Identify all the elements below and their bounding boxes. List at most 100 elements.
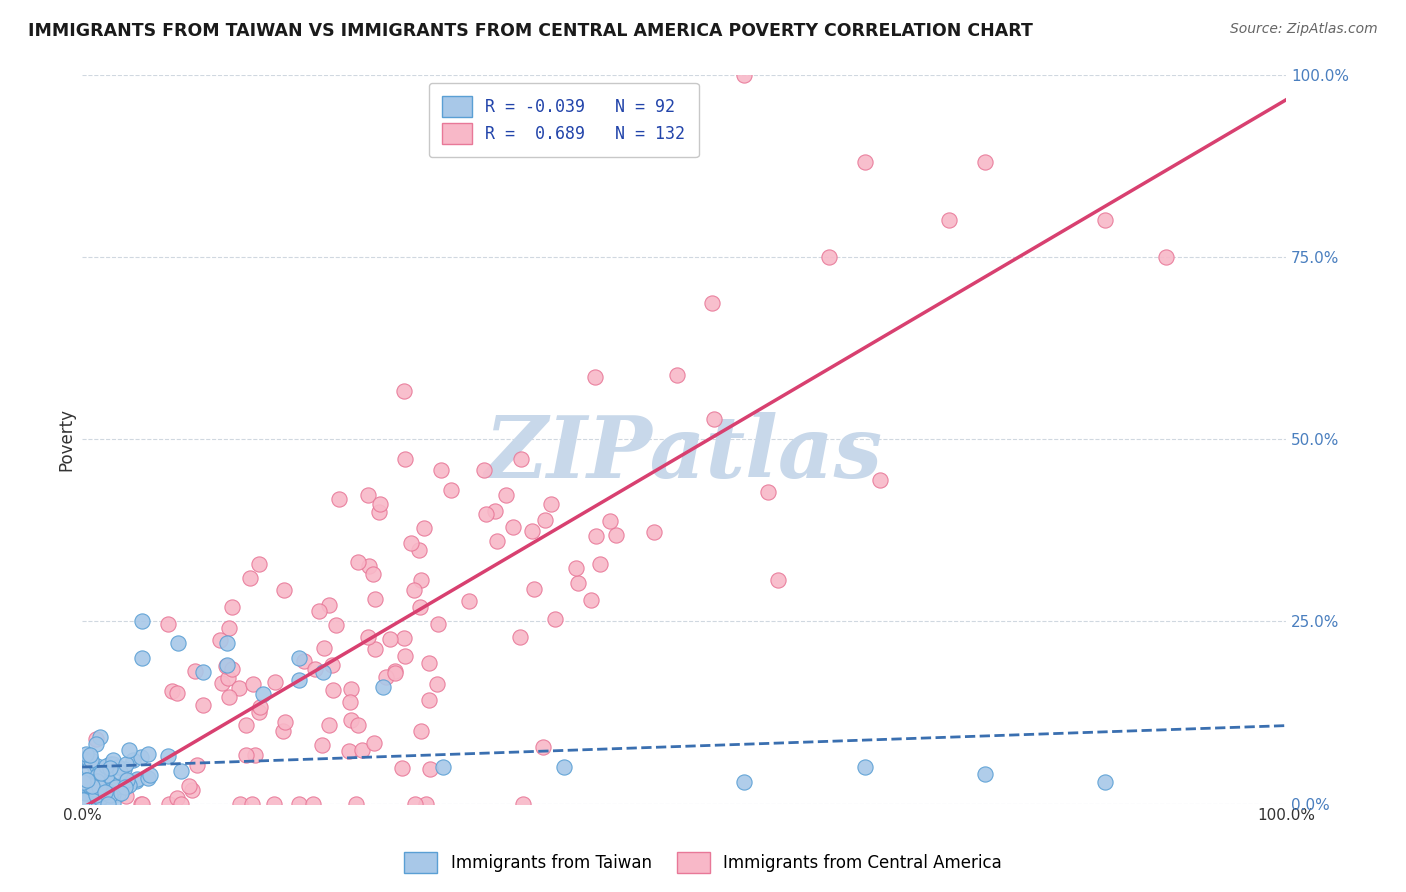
Point: [184, 664, 207, 678]
Point: [77, 777, 100, 791]
Point: [364, 642, 387, 657]
Point: [252, 687, 274, 701]
Point: [346, 718, 368, 732]
Point: [368, 497, 391, 511]
Point: [665, 368, 688, 383]
Point: [247, 706, 270, 720]
Point: [522, 524, 544, 539]
Point: [304, 663, 326, 677]
Point: [80, 779, 103, 793]
Point: [121, 753, 143, 767]
Point: [108, 765, 131, 780]
Point: [509, 630, 531, 644]
Point: [186, 758, 208, 772]
Point: [76, 774, 98, 789]
Text: ZIPatlas: ZIPatlas: [485, 412, 883, 495]
Point: [75, 747, 97, 761]
Point: [585, 529, 607, 543]
Point: [129, 797, 152, 811]
Point: [321, 658, 343, 673]
Point: [302, 797, 325, 811]
Point: [215, 636, 238, 650]
Point: [112, 762, 135, 776]
Point: [599, 514, 621, 528]
Point: [419, 762, 441, 776]
Point: [72, 780, 94, 794]
Point: [411, 573, 433, 587]
Point: [221, 662, 243, 676]
Point: [72, 777, 94, 791]
Point: [77, 754, 100, 768]
Point: [94, 758, 117, 772]
Point: [72, 793, 94, 807]
Point: [110, 786, 132, 800]
Point: [93, 785, 115, 799]
Point: [643, 525, 665, 540]
Point: [80, 754, 103, 768]
Point: [239, 570, 262, 584]
Point: [87, 766, 110, 780]
Point: [418, 693, 440, 707]
Point: [235, 718, 257, 732]
Point: [83, 761, 105, 775]
Point: [77, 779, 100, 793]
Point: [408, 599, 430, 614]
Point: [427, 616, 450, 631]
Point: [363, 736, 385, 750]
Point: [440, 483, 463, 497]
Point: [974, 767, 997, 781]
Point: [139, 768, 162, 782]
Point: [156, 617, 179, 632]
Point: [101, 753, 124, 767]
Point: [242, 677, 264, 691]
Point: [208, 632, 231, 647]
Point: [553, 760, 575, 774]
Point: [218, 621, 240, 635]
Point: [98, 761, 121, 775]
Point: [938, 213, 960, 227]
Point: [249, 700, 271, 714]
Point: [83, 781, 105, 796]
Legend: Immigrants from Taiwan, Immigrants from Central America: Immigrants from Taiwan, Immigrants from …: [398, 846, 1008, 880]
Point: [1094, 213, 1116, 227]
Point: [77, 778, 100, 792]
Point: [378, 632, 401, 646]
Point: [412, 521, 434, 535]
Legend: R = -0.039   N = 92, R =  0.689   N = 132: R = -0.039 N = 92, R = 0.689 N = 132: [429, 83, 699, 157]
Point: [179, 780, 201, 794]
Point: [700, 296, 723, 310]
Y-axis label: Poverty: Poverty: [58, 408, 75, 471]
Point: [1154, 250, 1177, 264]
Point: [166, 791, 188, 805]
Point: [72, 781, 94, 796]
Point: [502, 520, 524, 534]
Point: [579, 593, 602, 607]
Point: [245, 748, 267, 763]
Point: [114, 773, 136, 788]
Point: [100, 777, 122, 791]
Point: [523, 582, 546, 596]
Point: [215, 658, 238, 673]
Point: [166, 686, 188, 700]
Point: [288, 673, 311, 687]
Point: [131, 650, 153, 665]
Point: [77, 762, 100, 776]
Point: [415, 797, 437, 811]
Point: [83, 782, 105, 797]
Point: [399, 536, 422, 550]
Point: [733, 774, 755, 789]
Point: [263, 797, 285, 811]
Point: [371, 680, 394, 694]
Point: [339, 682, 361, 697]
Point: [344, 797, 367, 811]
Point: [72, 778, 94, 792]
Point: [98, 788, 121, 802]
Point: [766, 573, 789, 587]
Point: [288, 650, 311, 665]
Point: [340, 713, 363, 727]
Point: [733, 68, 755, 82]
Point: [264, 674, 287, 689]
Point: [90, 766, 112, 780]
Point: [402, 582, 425, 597]
Point: [312, 640, 335, 655]
